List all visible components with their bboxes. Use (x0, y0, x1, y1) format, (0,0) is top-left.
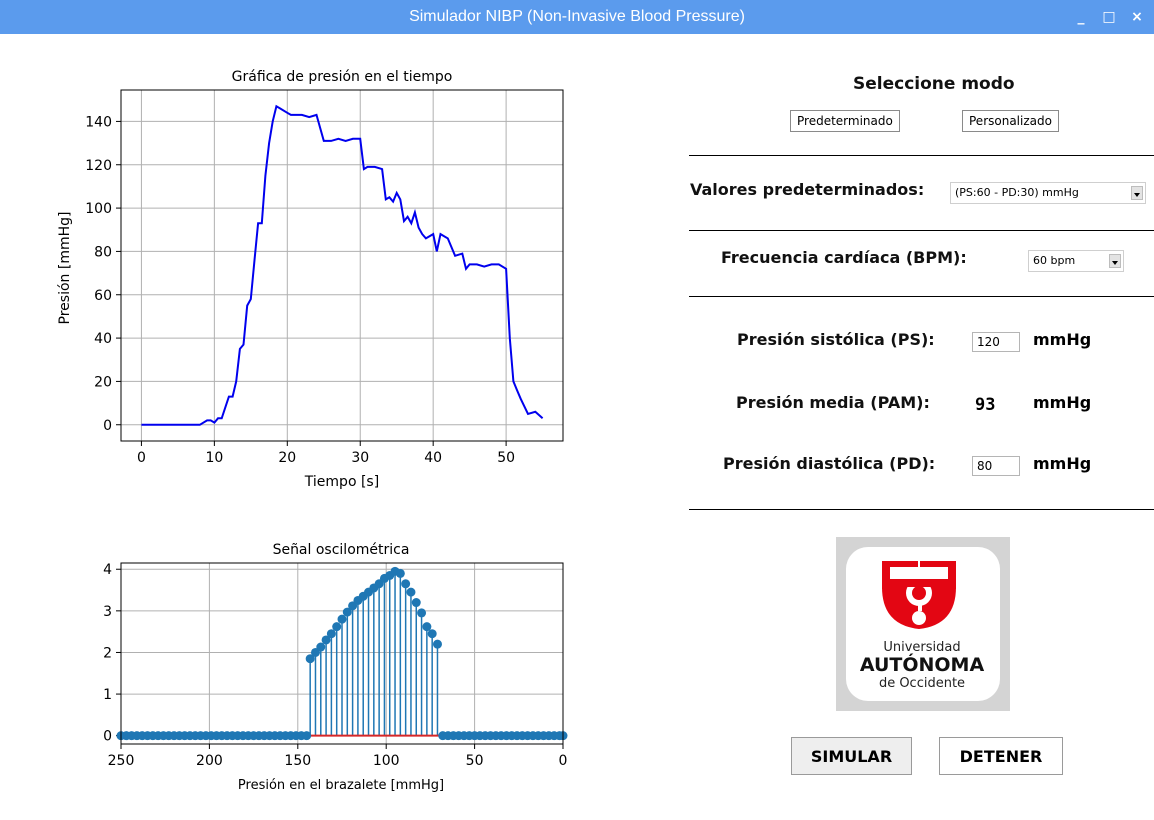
minimize-icon[interactable]: _ (1077, 9, 1085, 25)
chart-xlabel-oscillometric: Presión en el brazalete [mmHg] (238, 778, 444, 793)
chart-point (411, 598, 421, 608)
simulate-button[interactable]: SIMULAR (791, 737, 912, 775)
chart-tick-label: 50 (497, 450, 515, 466)
chart-point (316, 642, 326, 652)
maximize-icon[interactable]: □ (1102, 9, 1116, 25)
chart-point (342, 607, 352, 617)
chart-tick-label: 1 (103, 687, 112, 703)
university-logo: Universidad AUTÓNOMA de Occidente (836, 537, 1010, 711)
chart-point (337, 614, 347, 624)
chart-tick-label: 3 (103, 604, 112, 620)
chart-xlabel-pressure: Tiempo [s] (304, 474, 379, 490)
diastolic-input[interactable]: 80 (972, 456, 1020, 476)
mean-value: 93 (975, 395, 996, 415)
dropdown-arrow-icon[interactable] (1109, 254, 1121, 268)
chart-point (417, 608, 427, 618)
chart-tick-label: 200 (196, 753, 223, 769)
divider-3 (689, 296, 1154, 297)
chart-point (332, 622, 342, 632)
chart-tick-label: 0 (103, 729, 112, 745)
chart-ylabel-pressure: Presión [mmHg] (57, 212, 73, 325)
preset-select[interactable]: (PS:60 - PD:30) mmHg (950, 182, 1146, 204)
chart-point (427, 629, 437, 639)
chart-ticks-pressure: 0 10 20 30 40 50 0 20 40 60 80 100 120 140 (85, 114, 515, 466)
chart-tick-label: 40 (424, 450, 442, 466)
predeterminado-button[interactable]: Predeterminado (790, 110, 900, 132)
diastolic-unit: mmHg (1033, 454, 1092, 473)
logo-line-3: de Occidente (879, 676, 965, 691)
chart-tick-label: 80 (94, 244, 112, 260)
chart-tick-label: 40 (94, 331, 112, 347)
chart-point (305, 654, 315, 664)
chart-title-pressure: Gráfica de presión en el tiempo (232, 69, 453, 85)
chart-point (326, 629, 336, 639)
chart-tick-label: 60 (94, 288, 112, 304)
chart-tick-label: 20 (278, 450, 296, 466)
chart-tick-label: 150 (284, 753, 311, 769)
chart-series-pressure-line (141, 104, 544, 426)
chart-tick-label: 120 (85, 158, 112, 174)
chart-point (395, 568, 405, 578)
divider-4 (689, 509, 1154, 510)
dropdown-arrow-icon[interactable] (1131, 186, 1143, 200)
chart-tick-label: 0 (137, 450, 146, 466)
title-bar: Simulador NIBP (Non-Invasive Blood Press… (0, 0, 1154, 34)
chart-tick-label: 20 (94, 374, 112, 390)
chart-point (422, 622, 432, 632)
chart-tick-label: 0 (103, 418, 112, 434)
chart-point (432, 639, 442, 649)
window-controls: _ □ × (1074, 0, 1144, 34)
divider-2 (689, 230, 1154, 231)
mean-unit: mmHg (1033, 393, 1092, 412)
window-title: Simulador NIBP (Non-Invasive Blood Press… (409, 8, 745, 25)
chart-ticks-oscillometric: 250 200 150 100 50 0 0 1 2 3 4 (103, 562, 567, 769)
diastolic-label: Presión diastólica (PD): (723, 454, 936, 473)
chart-title-oscillometric: Señal oscilométrica (273, 542, 410, 558)
mean-label: Presión media (PAM): (736, 393, 930, 412)
stop-button[interactable]: DETENER (939, 737, 1063, 775)
close-icon[interactable]: × (1131, 9, 1143, 25)
chart-point (401, 579, 411, 589)
logo-line-2: AUTÓNOMA (860, 652, 985, 676)
plots-area: Gráfica de presión en el tiempo Presión … (57, 69, 568, 793)
preset-select-value: (PS:60 - PD:30) mmHg (955, 186, 1079, 199)
chart-tick-label: 10 (205, 450, 223, 466)
chart-stems-oscillometric (116, 566, 568, 741)
chart-tick-label: 250 (108, 753, 135, 769)
systolic-unit: mmHg (1033, 330, 1092, 349)
personalizado-button[interactable]: Personalizado (962, 110, 1059, 132)
chart-frame-pressure (120, 89, 564, 442)
mode-title: Seleccione modo (853, 74, 1015, 94)
divider-1 (689, 155, 1154, 156)
chart-point (406, 587, 416, 597)
chart-point (321, 635, 331, 645)
chart-tick-label: 4 (103, 562, 112, 578)
chart-tick-label: 2 (103, 645, 112, 661)
chart-tick-label: 0 (559, 753, 568, 769)
chart-tick-label: 50 (466, 753, 484, 769)
heart-rate-select[interactable]: 60 bpm (1028, 250, 1124, 272)
chart-point (302, 731, 312, 741)
chart-tick-label: 100 (85, 201, 112, 217)
logo-line-1: Universidad (883, 640, 960, 655)
heart-rate-label: Frecuencia cardíaca (BPM): (721, 248, 967, 267)
chart-frame-oscillometric (120, 562, 564, 745)
logo-card: Universidad AUTÓNOMA de Occidente (846, 547, 1000, 701)
chart-tick-label: 30 (351, 450, 369, 466)
heart-rate-select-value: 60 bpm (1033, 254, 1076, 267)
chart-tick-label: 140 (85, 114, 112, 130)
preset-label: Valores predeterminados: (690, 180, 925, 199)
chart-tick-label: 100 (373, 753, 400, 769)
systolic-label: Presión sistólica (PS): (737, 330, 935, 349)
uao-logo-icon: Universidad AUTÓNOMA de Occidente (860, 561, 985, 691)
chart-grid-pressure (121, 90, 563, 441)
systolic-input[interactable]: 120 (972, 332, 1020, 352)
